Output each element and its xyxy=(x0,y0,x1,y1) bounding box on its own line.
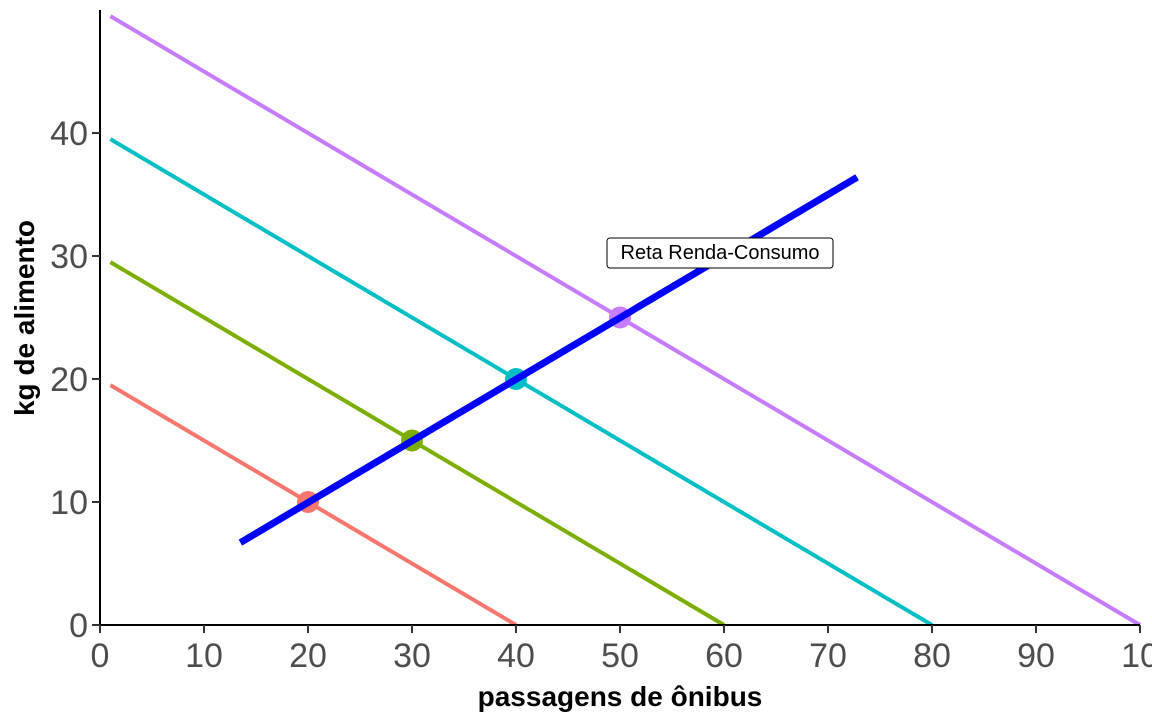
x-tick-label: 60 xyxy=(705,637,743,675)
x-tick-label: 10 xyxy=(1121,637,1152,675)
x-tick-label: 50 xyxy=(601,637,639,675)
y-tick-label: 0 xyxy=(69,607,88,645)
x-tick-label: 90 xyxy=(1017,637,1055,675)
x-tick-label: 0 xyxy=(91,637,110,675)
y-axis-ticks: 0 10 20 30 40 xyxy=(50,115,100,645)
y-axis-title: kg de alimento xyxy=(9,220,40,416)
y-tick-label: 40 xyxy=(50,115,88,153)
annotation-label: Reta Renda-Consumo xyxy=(621,242,820,264)
x-tick-label: 10 xyxy=(185,637,223,675)
y-tick-label: 30 xyxy=(50,238,88,276)
income-consumption-line-group xyxy=(238,174,859,546)
y-tick-label: 20 xyxy=(50,361,88,399)
x-tick-label: 40 xyxy=(497,637,535,675)
annotation-box xyxy=(606,237,834,269)
x-tick-label: 30 xyxy=(393,637,431,675)
income-consumption-line xyxy=(238,174,859,546)
x-axis-ticks: 0 10 20 30 40 50 60 70 80 90 10 xyxy=(91,625,1152,675)
x-tick-label: 70 xyxy=(809,637,847,675)
x-tick-label: 80 xyxy=(913,637,951,675)
x-tick-label: 20 xyxy=(289,637,327,675)
x-axis-title: passagens de ônibus xyxy=(478,681,763,712)
annotation: Reta Renda-Consumo xyxy=(606,237,834,269)
y-tick-label: 10 xyxy=(50,484,88,522)
